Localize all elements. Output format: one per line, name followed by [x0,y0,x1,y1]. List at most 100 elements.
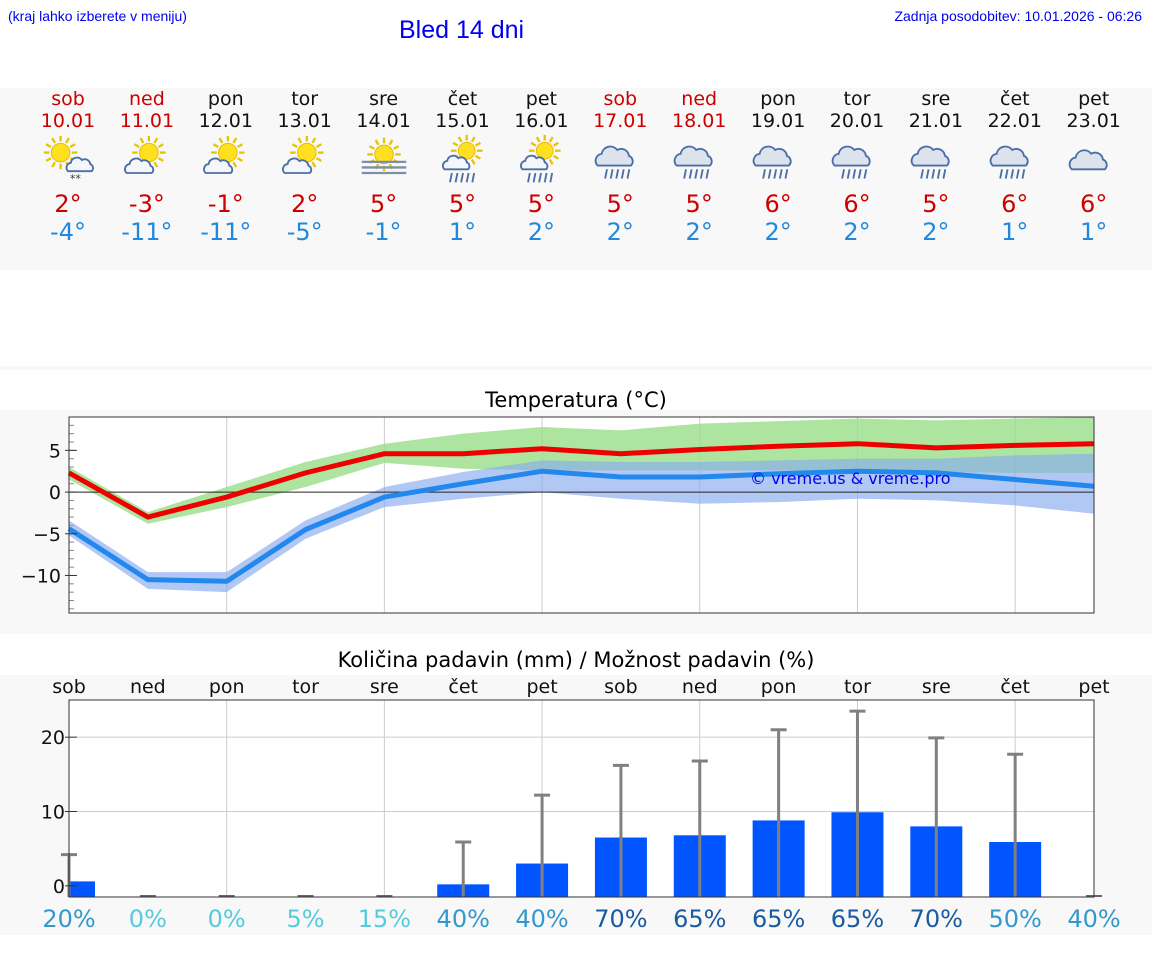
day-label: tor [292,676,319,698]
day-date: 11.01 [119,110,175,132]
temp-min: -1° [365,218,402,246]
day-label: pet [526,676,557,698]
day-date: 21.01 [908,110,964,132]
cloud-rain-icon [910,145,950,179]
day-date: 16.01 [514,110,569,132]
temp-min: 2° [843,218,871,246]
precipitation-chart: sob ned pon tor sre čet pet sob ned pon tor sre čet p… [41,676,1121,933]
day-label: pet [1078,676,1109,698]
precip-probability-label: 15% [358,905,411,933]
temp-max: 6° [1001,190,1029,218]
precip-probability-label: 0% [208,905,246,933]
day-date: 18.01 [671,110,727,132]
temp-min: 2° [606,218,634,246]
day-column: čet 15.01 5° 1° [423,88,503,246]
precip-probability-label: 50% [988,905,1041,933]
y-tick-label: −5 [33,524,61,546]
day-label: sob [604,676,638,698]
temp-min: 2° [527,218,556,246]
cloud-rain-icon [831,145,871,179]
cloud-rain-icon [594,145,634,179]
temp-min: -5° [286,218,323,246]
day-column: tor 13.01 2° -5° [265,88,345,246]
day-date: 13.01 [277,110,332,132]
temp-max: 5° [685,190,713,218]
day-label: sre [922,676,951,698]
temp-min: 1° [1080,218,1108,246]
y-tick-label: 10 [41,802,65,824]
temp-max: -1° [207,190,244,218]
day-name: čet [447,88,478,110]
cloud-rain-icon [989,145,1029,179]
precip-probability-label: 65% [752,905,805,933]
day-date: 22.01 [987,110,1042,132]
precip-bar [69,881,95,897]
temp-min: 2° [685,218,713,246]
region-hint[interactable]: (kraj lahko izberete v meniju) [8,8,187,24]
temp-min: -11° [121,218,173,246]
precipitation-chart-title: Količina padavin (mm) / Možnost padavin … [337,648,815,672]
sun-cloud-icon [202,135,245,174]
cloud-rain-icon [673,145,713,179]
sun-cloud-rain-icon [520,134,561,183]
day-name: sre [921,88,951,110]
day-label: sre [370,676,399,698]
day-column: čet 22.01 6° 1° [975,88,1055,246]
day-column: sre 21.01 5° 2° [896,88,976,246]
plot-frame [68,416,1095,614]
day-label: ned [130,676,166,698]
svg-text:**: ** [70,172,82,185]
day-label: čet [1000,676,1030,698]
temp-max: 6° [843,190,871,218]
temp-min: 1° [1001,218,1029,246]
day-column: pet 16.01 5° 2° [501,88,581,246]
day-label: ned [682,676,718,698]
temp-min: 2° [764,218,792,246]
day-column: sob 10.01 ** 2° -4° [28,88,108,246]
day-name: ned [128,88,165,110]
plot-frame [68,699,1095,898]
temp-max: -3° [128,190,165,218]
temp-max: 2° [54,190,82,218]
precip-probability-label: 40% [515,905,568,933]
sun-fog-icon [361,137,406,175]
day-date: 17.01 [593,110,648,132]
y-tick-label: 0 [49,482,61,504]
day-date: 12.01 [198,110,253,132]
precip-probability-label: 65% [673,905,726,933]
temp-max: 5° [448,190,477,218]
precip-probability-label: 65% [831,905,884,933]
precip-probability-label: 70% [910,905,963,933]
day-column: pon 12.01 -1° -11° [186,88,266,246]
day-name: sob [51,88,85,110]
day-column: ned 11.01 -3° -11° [107,88,187,246]
temp-min: -11° [200,218,252,246]
day-name: sre [369,88,399,110]
day-column: ned 18.01 5° 2° [659,88,739,246]
days-band [0,88,1152,270]
day-column: sob 17.01 5° 2° [580,88,660,246]
day-label: tor [844,676,871,698]
sun-cloud-rain-icon [441,134,482,183]
day-name: pet [525,88,557,110]
y-tick-label: −10 [21,565,61,587]
precip-probability-label: 0% [129,905,167,933]
precip-probability-label: 40% [437,905,490,933]
day-date: 20.01 [829,110,885,132]
day-name: čet [1000,88,1030,110]
day-label: sob [52,676,86,698]
min-range-band [69,453,1094,593]
day-date: 10.01 [40,110,96,132]
temp-max: 5° [606,190,634,218]
day-name: tor [291,88,319,110]
temperature-chart-title: Temperatura (°C) [485,388,667,412]
sun-cloud-icon [281,135,324,174]
day-name: pon [760,88,796,110]
separator [0,366,1152,370]
cloud-rain-icon [752,145,792,179]
watermark: © vreme.us & vreme.pro [750,469,951,488]
day-label: pon [761,676,797,698]
day-label: čet [448,676,478,698]
precip-probability-label: 70% [594,905,647,933]
temp-min: 1° [448,218,477,246]
